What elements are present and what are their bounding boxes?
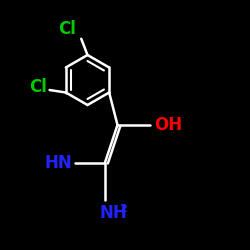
Text: Cl: Cl [58, 20, 76, 38]
Text: OH: OH [154, 116, 182, 134]
Text: NH: NH [100, 204, 128, 222]
Text: HN: HN [45, 154, 72, 172]
Text: Cl: Cl [29, 78, 47, 96]
Text: 2: 2 [119, 204, 126, 214]
